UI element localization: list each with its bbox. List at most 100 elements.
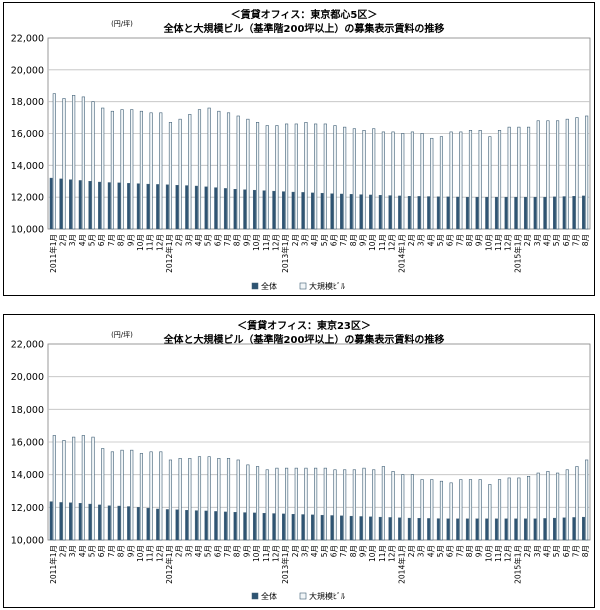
x-tick-label: 11月 <box>378 545 387 562</box>
x-tick-label: 8月 <box>117 234 126 246</box>
bar-daikibo <box>168 122 173 230</box>
x-tick-label: 6月 <box>446 234 455 246</box>
bar-zentai <box>98 504 102 541</box>
x-tick-label: 5月 <box>552 234 561 246</box>
bar-daikibo <box>62 440 66 541</box>
bar-daikibo <box>556 472 560 541</box>
bar-zentai <box>214 187 218 230</box>
legend-swatch-zentai <box>251 592 259 600</box>
x-tick-label: 12月 <box>271 545 280 562</box>
bar-daikibo <box>72 436 76 541</box>
bar-daikibo <box>149 112 153 230</box>
x-tick-label: 12月 <box>271 234 280 251</box>
x-tick-label: 7月 <box>571 234 580 246</box>
bar-daikibo <box>430 137 434 230</box>
bar-zentai <box>88 181 92 230</box>
bar-daikibo <box>556 120 560 230</box>
bar-zentai <box>88 503 92 541</box>
bar-daikibo <box>439 136 444 230</box>
bar-zentai <box>291 191 295 230</box>
bar-daikibo <box>449 131 453 230</box>
bar-daikibo <box>101 107 105 230</box>
x-tick-label: 7月 <box>107 545 116 557</box>
x-tick-label: 9月 <box>126 545 135 557</box>
bar-zentai <box>514 518 518 541</box>
y-tick-label: 14,000 <box>11 161 44 172</box>
bar-daikibo <box>81 435 85 541</box>
bar-zentai <box>98 181 102 230</box>
x-tick-label: 2月 <box>523 234 532 246</box>
x-tick-label: 6月 <box>330 234 339 246</box>
chart-subtitle: 全体と大規模ビル（基準階200坪以上）の募集表示賃料の推移 <box>163 22 445 35</box>
bar-zentai <box>407 517 411 541</box>
x-tick-label: 2月 <box>175 234 184 246</box>
bar-zentai <box>572 196 576 230</box>
bar-daikibo <box>236 459 240 541</box>
bar-zentai <box>311 514 314 541</box>
bar-zentai <box>185 185 189 230</box>
x-tick-label: 12月 <box>388 545 397 562</box>
bar-daikibo <box>120 449 124 541</box>
x-tick-label: 7月 <box>339 234 348 246</box>
bar-zentai <box>378 195 382 230</box>
chart-panel-tokyo23: ＜賃貸オフィス：東京23区＞ 全体と大規模ビル（基準階200坪以上）の募集表示賃… <box>3 314 595 608</box>
x-tick-label: 10月 <box>136 234 145 251</box>
bar-daikibo <box>391 471 395 541</box>
x-tick-label: 2月 <box>407 234 416 246</box>
bar-zentai <box>78 180 82 230</box>
bar-zentai <box>427 518 431 541</box>
bar-zentai <box>436 196 440 230</box>
legend-swatch-zentai <box>251 282 259 290</box>
bar-daikibo <box>585 115 589 230</box>
bar-daikibo <box>497 130 502 230</box>
x-tick-label: 6月 <box>97 545 106 557</box>
x-tick-label: 5月 <box>320 545 329 557</box>
x-tick-label: 7月 <box>339 545 348 557</box>
x-tick-label: 9月 <box>475 234 484 246</box>
x-tick-label: 3月 <box>68 234 77 246</box>
legend-label-daikibo: 大規模ﾋﾞﾙ <box>309 281 345 291</box>
bar-daikibo <box>314 123 318 230</box>
bar-zentai <box>252 512 256 541</box>
x-tick-label: 7月 <box>223 545 232 557</box>
bar-zentai <box>69 502 73 541</box>
bar-zentai <box>233 189 237 230</box>
bar-daikibo <box>459 479 463 541</box>
x-tick-label: 2014年1月 <box>396 234 406 273</box>
bar-daikibo <box>343 469 347 541</box>
chart-body: 22,000 20,000 18,000 16,000 14,000 12,000 10,0… <box>11 34 591 291</box>
bar-zentai <box>156 184 160 230</box>
bar-daikibo <box>575 117 579 230</box>
x-tick-label: 2月 <box>523 545 532 557</box>
bar-zentai <box>330 193 334 230</box>
bar-daikibo <box>91 101 95 230</box>
bar-daikibo <box>343 126 347 230</box>
bar-daikibo <box>110 110 114 230</box>
bar-daikibo <box>72 95 76 230</box>
bar-zentai <box>165 509 169 541</box>
x-tick-label: 7月 <box>107 234 116 246</box>
bar-zentai <box>301 192 305 230</box>
bar-zentai <box>262 190 266 230</box>
bar-zentai <box>349 515 353 541</box>
bar-zentai <box>78 503 82 541</box>
bar-zentai <box>69 179 73 230</box>
y-tick-label: 10,000 <box>11 225 44 236</box>
bar-daikibo <box>323 467 327 541</box>
bar-daikibo <box>304 467 308 541</box>
x-tick-label: 6月 <box>213 545 222 557</box>
bar-daikibo <box>546 120 550 230</box>
bar-daikibo <box>265 125 269 230</box>
bar-daikibo <box>333 469 337 541</box>
x-tick-label: 4月 <box>426 234 435 246</box>
bar-zentai <box>175 185 179 230</box>
bar-daikibo <box>565 118 569 230</box>
unit-label: (円/坪) <box>111 331 133 339</box>
bar-zentai <box>117 505 121 541</box>
bar-zentai <box>417 518 421 541</box>
chart-svg-tokyo23: ＜賃貸オフィス：東京23区＞ 全体と大規模ビル（基準階200坪以上）の募集表示賃… <box>11 319 591 601</box>
y-tick-label: 10,000 <box>11 536 44 547</box>
bar-daikibo <box>536 120 540 230</box>
x-tick-label: 12月 <box>388 234 397 251</box>
x-tick-label: 8月 <box>117 545 126 557</box>
